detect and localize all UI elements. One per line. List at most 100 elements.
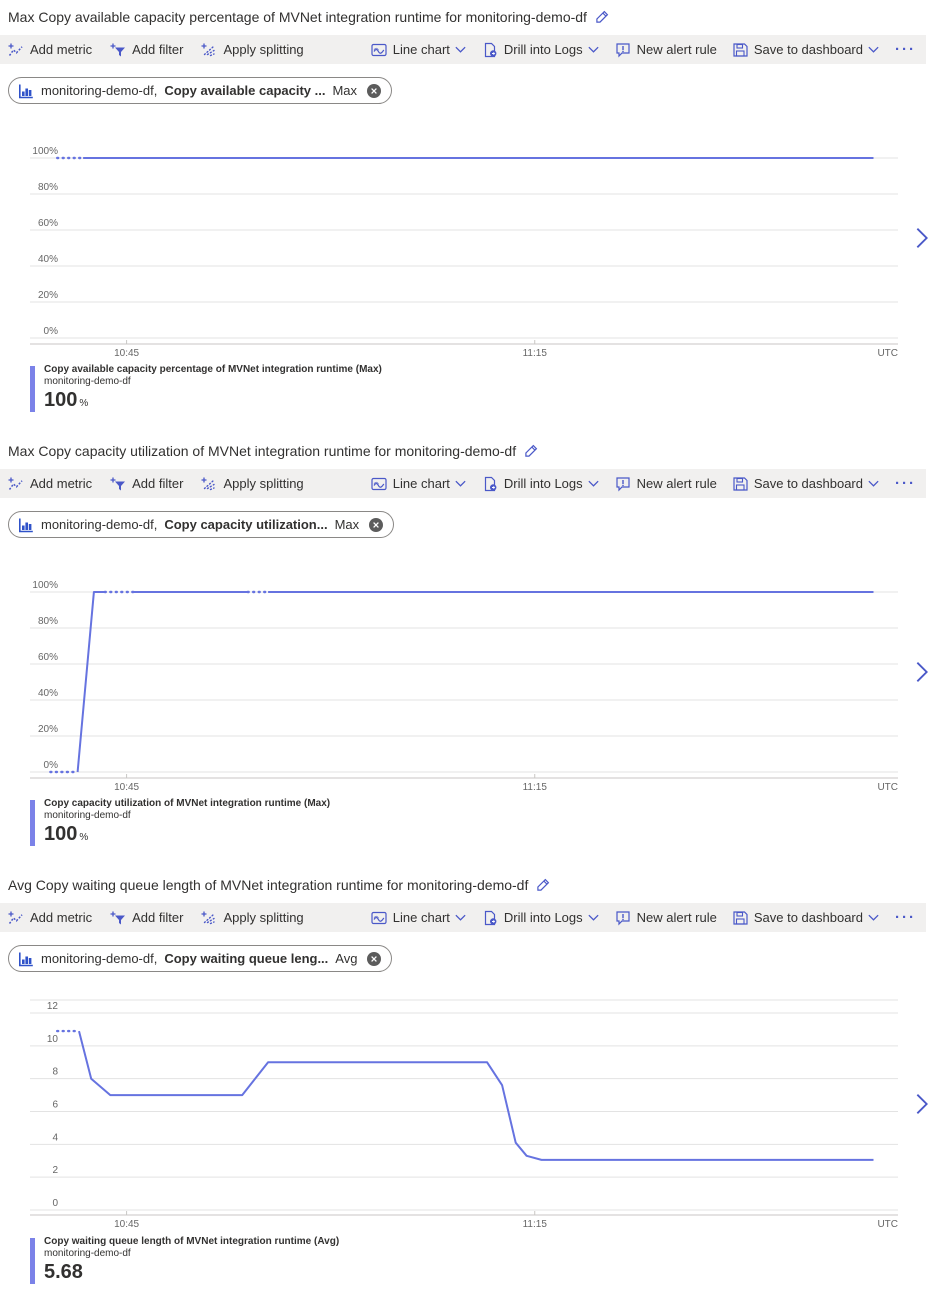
line-chart[interactable]: 0% 20% 40% 60% 80% 100% 10:45 11:15 UTC (0, 580, 936, 792)
x-tick-label: 10:45 (114, 1219, 139, 1230)
chart-toolbar: Add metric Add filter Apply splitting Li… (0, 903, 926, 932)
chart-type-button[interactable]: Line chart (371, 476, 467, 492)
legend-value: 5.68 (44, 1261, 339, 1283)
metric-chart-panel-1: Max Copy available capacity percentage o… (0, 0, 936, 412)
edit-icon[interactable] (594, 9, 610, 25)
metric-pill[interactable]: monitoring-demo-df, Copy capacity utiliz… (8, 511, 395, 538)
more-commands-button[interactable]: ··· (895, 476, 916, 491)
line-chart[interactable]: 0 2 4 6 8 10 12 10:45 11:15 UTC (0, 998, 936, 1230)
chart-type-button[interactable]: Line chart (371, 42, 467, 58)
chevron-right-icon[interactable] (915, 660, 929, 689)
drill-into-logs-button[interactable]: Drill into Logs (482, 476, 600, 492)
y-tick-label: 100% (32, 146, 58, 157)
new-alert-rule-button[interactable]: New alert rule (615, 42, 717, 58)
chevron-down-icon (454, 43, 467, 56)
legend-value-number: 5.68 (44, 1261, 83, 1283)
edit-icon[interactable] (523, 443, 539, 459)
chart-region: 0% 20% 40% 60% 80% 100% 10:45 11:15 UTC (0, 580, 936, 792)
line-chart[interactable]: 0% 20% 40% 60% 80% 100% 10:45 11:15 UTC (0, 146, 936, 358)
add-metric-button[interactable]: Add metric (8, 476, 92, 492)
apply-splitting-button[interactable]: Apply splitting (201, 42, 304, 58)
add-metric-button[interactable]: Add metric (8, 42, 92, 58)
chevron-down-icon (454, 477, 467, 490)
legend-value-number: 100 (44, 389, 78, 411)
legend-text: Copy waiting queue length of MVNet integ… (44, 1236, 339, 1284)
add-metric-icon (8, 42, 24, 58)
chart-legend[interactable]: Copy capacity utilization of MVNet integ… (30, 798, 936, 846)
chart-legend[interactable]: Copy available capacity percentage of MV… (30, 364, 936, 412)
chevron-right-icon[interactable] (915, 226, 929, 255)
pill-resource: monitoring-demo-df, (41, 951, 158, 966)
more-commands-button[interactable]: ··· (895, 42, 916, 57)
chart-region: 0% 20% 40% 60% 80% 100% 10:45 11:15 UTC (0, 146, 936, 358)
remove-metric-icon[interactable] (366, 951, 382, 967)
legend-color-bar (30, 366, 35, 412)
add-filter-button[interactable]: Add filter (110, 476, 183, 492)
apply-splitting-icon (201, 42, 217, 58)
panel-header: Avg Copy waiting queue length of MVNet i… (0, 868, 936, 903)
drill-into-logs-button[interactable]: Drill into Logs (482, 42, 600, 58)
add-metric-button[interactable]: Add metric (8, 910, 92, 926)
y-tick-label: 10 (47, 1034, 59, 1045)
x-tick-label: 11:15 (523, 782, 548, 792)
apply-splitting-button[interactable]: Apply splitting (201, 910, 304, 926)
add-filter-button[interactable]: Add filter (110, 910, 183, 926)
timezone-label: UTC (877, 1219, 898, 1230)
chart-legend[interactable]: Copy waiting queue length of MVNet integ… (30, 1236, 936, 1284)
y-tick-label: 0 (52, 1198, 58, 1209)
drill-into-logs-icon (482, 910, 498, 926)
line-chart-icon (371, 910, 387, 926)
metric-pill-row: monitoring-demo-df, Copy available capac… (8, 77, 936, 104)
save-to-dashboard-button[interactable]: Save to dashboard (732, 42, 880, 58)
toolbar-right-group: Line chart Drill into Logs New alert rul… (371, 910, 916, 926)
y-tick-label: 60% (38, 652, 58, 663)
remove-metric-icon[interactable] (366, 83, 382, 99)
metric-pill[interactable]: monitoring-demo-df, Copy waiting queue l… (8, 945, 393, 972)
toolbar-right-group: Line chart Drill into Logs New alert rul… (371, 42, 916, 58)
metric-pill-row: monitoring-demo-df, Copy capacity utiliz… (8, 511, 936, 538)
add-filter-icon (110, 42, 126, 58)
chevron-down-icon (867, 477, 880, 490)
save-to-dashboard-label: Save to dashboard (753, 476, 863, 491)
chevron-down-icon (587, 477, 600, 490)
drill-into-logs-button[interactable]: Drill into Logs (482, 910, 600, 926)
y-tick-label: 40% (38, 254, 58, 265)
legend-resource: monitoring-demo-df (44, 810, 131, 821)
page-title: Avg Copy waiting queue length of MVNet i… (8, 877, 529, 893)
panel-header: Max Copy available capacity percentage o… (0, 0, 936, 35)
y-tick-label: 0% (44, 760, 59, 771)
add-metric-icon (8, 910, 24, 926)
chevron-right-icon[interactable] (915, 1092, 929, 1121)
chevron-down-icon (867, 43, 880, 56)
metric-pill[interactable]: monitoring-demo-df, Copy available capac… (8, 77, 393, 104)
add-filter-button[interactable]: Add filter (110, 42, 183, 58)
metric-chart-icon (18, 517, 34, 533)
apply-splitting-button[interactable]: Apply splitting (201, 476, 304, 492)
page-title: Max Copy capacity utilization of MVNet i… (8, 443, 517, 459)
panel-header: Max Copy capacity utilization of MVNet i… (0, 434, 936, 469)
save-to-dashboard-button[interactable]: Save to dashboard (732, 910, 880, 926)
add-metric-label: Add metric (30, 910, 93, 925)
save-to-dashboard-button[interactable]: Save to dashboard (732, 476, 880, 492)
y-tick-label: 0% (44, 326, 59, 337)
chart-region: 0 2 4 6 8 10 12 10:45 11:15 UTC (0, 998, 936, 1230)
new-alert-rule-label: New alert rule (636, 476, 717, 491)
toolbar-left-group: Add metric Add filter Apply splitting (8, 476, 304, 492)
toolbar-right-group: Line chart Drill into Logs New alert rul… (371, 476, 916, 492)
chart-type-button[interactable]: Line chart (371, 910, 467, 926)
drill-into-logs-label: Drill into Logs (503, 910, 583, 925)
legend-series-name: Copy available capacity percentage of MV… (44, 364, 382, 375)
drill-into-logs-label: Drill into Logs (503, 42, 583, 57)
y-tick-label: 4 (52, 1132, 58, 1143)
pill-aggregation: Max (332, 83, 358, 98)
new-alert-rule-button[interactable]: New alert rule (615, 910, 717, 926)
toolbar-left-group: Add metric Add filter Apply splitting (8, 42, 304, 58)
y-tick-label: 2 (52, 1165, 58, 1176)
remove-metric-icon[interactable] (368, 517, 384, 533)
new-alert-rule-button[interactable]: New alert rule (615, 476, 717, 492)
line-chart-icon (371, 42, 387, 58)
y-tick-label: 100% (32, 580, 58, 591)
edit-icon[interactable] (535, 877, 551, 893)
pill-resource: monitoring-demo-df, (41, 517, 158, 532)
more-commands-button[interactable]: ··· (895, 910, 916, 925)
